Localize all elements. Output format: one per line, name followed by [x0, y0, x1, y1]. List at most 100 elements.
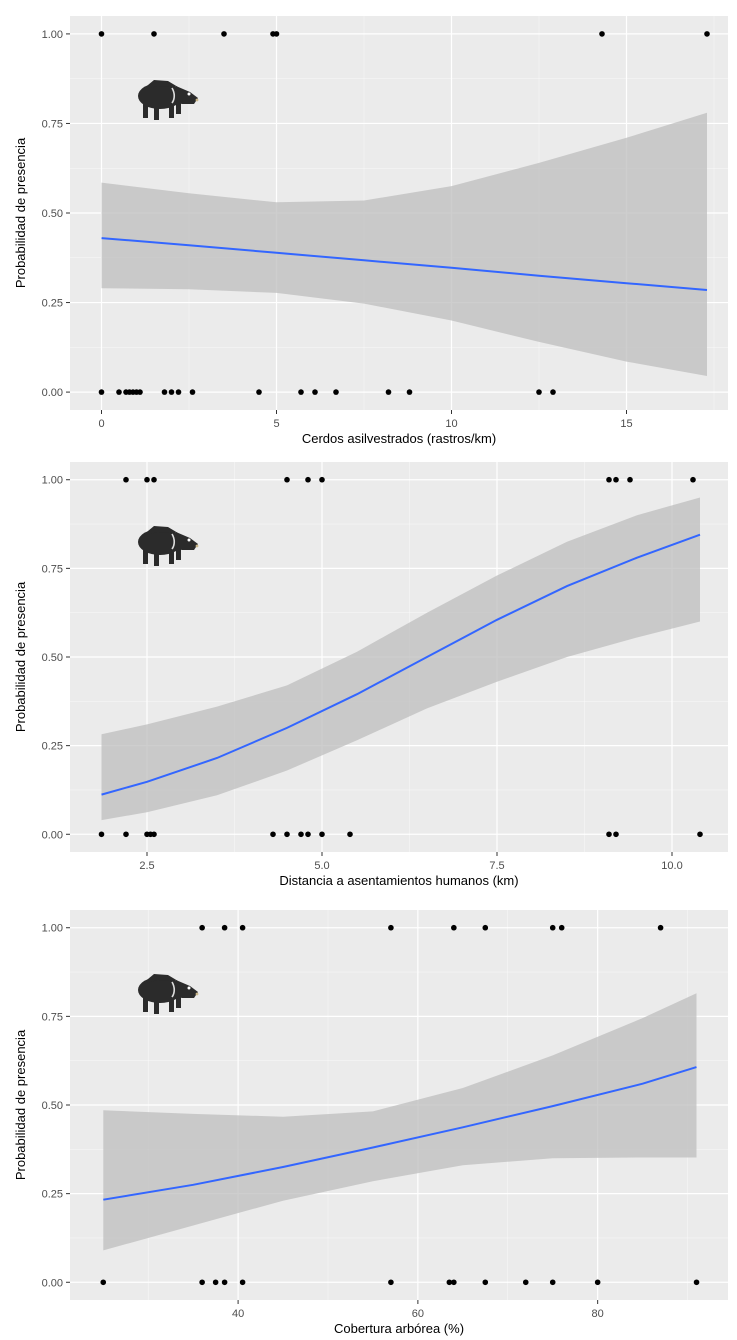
icon-leg: [169, 550, 174, 564]
data-point-presence: [690, 476, 696, 483]
data-point-absence: [333, 389, 339, 395]
x-tick-label: 60: [412, 1308, 424, 1320]
y-tick-label: 0.75: [42, 1011, 63, 1023]
data-point-presence: [305, 476, 311, 483]
y-tick-label: 1.00: [42, 475, 63, 487]
data-point-absence: [613, 831, 619, 838]
data-point-presence: [221, 924, 228, 931]
icon-mane: [142, 80, 178, 90]
icon-head: [174, 980, 198, 998]
icon-leg: [169, 998, 174, 1012]
y-tick-label: 0.50: [42, 1100, 63, 1112]
data-point-absence: [123, 831, 129, 838]
x-tick-label: 0: [98, 418, 104, 430]
icon-body: [138, 977, 182, 1003]
y-axis-title: Probabilidad de presencia: [13, 581, 28, 732]
data-point-absence: [319, 831, 325, 838]
data-point-presence: [123, 476, 129, 483]
x-tick-label: 5.0: [314, 860, 329, 872]
data-point-presence: [284, 476, 290, 483]
peccary-icon: [138, 974, 199, 1014]
data-point-absence: [305, 831, 311, 838]
data-point-presence: [144, 476, 150, 483]
icon-body: [138, 83, 182, 109]
icon-leg: [154, 105, 159, 120]
x-tick-label: 10: [445, 418, 457, 430]
data-point-absence: [189, 389, 196, 395]
y-tick-label: 0.25: [42, 741, 63, 753]
data-point-presence: [482, 924, 489, 931]
data-point-absence: [446, 1279, 453, 1286]
fitted-line: [103, 1066, 697, 1201]
icon-leg: [176, 996, 181, 1008]
data-point-presence: [151, 476, 157, 483]
data-point-absence: [199, 1279, 205, 1286]
x-axis-title: Distancia a asentamientos humanos (km): [279, 873, 518, 888]
data-point-absence: [347, 831, 353, 838]
y-axis-title: Probabilidad de presencia: [13, 1029, 28, 1180]
icon-body: [138, 529, 182, 555]
x-tick-label: 15: [620, 418, 632, 430]
data-point-absence: [284, 831, 290, 838]
x-tick-label: 40: [232, 1308, 244, 1320]
data-point-absence: [594, 1279, 601, 1286]
icon-leg: [143, 550, 148, 564]
peccary-icon: [138, 80, 199, 120]
data-point-absence: [550, 389, 556, 395]
data-point-absence: [388, 1279, 394, 1286]
data-point-absence: [451, 1279, 457, 1286]
y-tick-label: 0.75: [42, 118, 63, 130]
data-point-presence: [319, 476, 325, 483]
x-tick-label: 2.5: [139, 860, 154, 872]
y-tick-label: 0.25: [42, 298, 63, 310]
x-tick-label: 5: [273, 418, 279, 430]
peccary-icon: [138, 526, 199, 566]
data-point-absence: [482, 1279, 489, 1286]
data-point-absence: [385, 389, 392, 395]
icon-leg: [176, 548, 181, 560]
icon-snout: [195, 98, 199, 102]
data-point-presence: [704, 31, 710, 37]
confidence-ribbon: [101, 112, 707, 376]
icon-leg: [154, 999, 159, 1014]
x-axis-title: Cerdos asilvestrados (rastros/km): [302, 431, 496, 446]
icon-leg: [176, 102, 181, 114]
data-point-absence: [239, 1279, 246, 1286]
data-point-absence: [168, 389, 175, 395]
data-point-absence: [693, 1279, 700, 1286]
data-point-absence: [100, 1279, 107, 1286]
data-point-presence: [388, 924, 394, 931]
y-tick-label: 0.75: [42, 563, 63, 575]
confidence-ribbon: [103, 993, 697, 1251]
data-point-absence: [161, 389, 168, 395]
y-tick-label: 0.00: [42, 1277, 63, 1289]
icon-leg: [154, 551, 159, 566]
data-point-absence: [298, 389, 304, 395]
data-point-presence: [627, 476, 633, 483]
data-point-presence: [98, 31, 105, 37]
data-point-absence: [312, 389, 318, 395]
x-tick-label: 80: [592, 1308, 604, 1320]
data-point-presence: [199, 924, 205, 931]
data-point-presence: [273, 31, 280, 37]
icon-snout: [195, 544, 199, 548]
data-point-absence: [98, 389, 105, 395]
y-axis-title: Probabilidad de presencia: [13, 137, 28, 288]
y-tick-label: 0.50: [42, 208, 63, 220]
icon-leg: [143, 998, 148, 1012]
data-point-absence: [175, 389, 182, 395]
data-point-absence: [256, 389, 262, 395]
x-tick-label: 10.0: [661, 860, 682, 872]
chart-panel-2: 0.00 0.25 0.50 0.75 1.00 2.5 5.0 7.5 10.0 Distanc…: [13, 462, 728, 888]
icon-snout: [195, 992, 199, 996]
y-tick-label: 1.00: [42, 923, 63, 935]
x-axis-title: Cobertura arbórea (%): [334, 1321, 464, 1336]
icon-eye: [187, 92, 191, 96]
data-point-absence: [221, 1279, 228, 1286]
icon-eye: [187, 538, 191, 542]
data-point-absence: [98, 831, 105, 838]
y-tick-label: 0.00: [42, 387, 63, 399]
y-tick-label: 0.00: [42, 829, 63, 841]
icon-collar: [171, 87, 176, 104]
